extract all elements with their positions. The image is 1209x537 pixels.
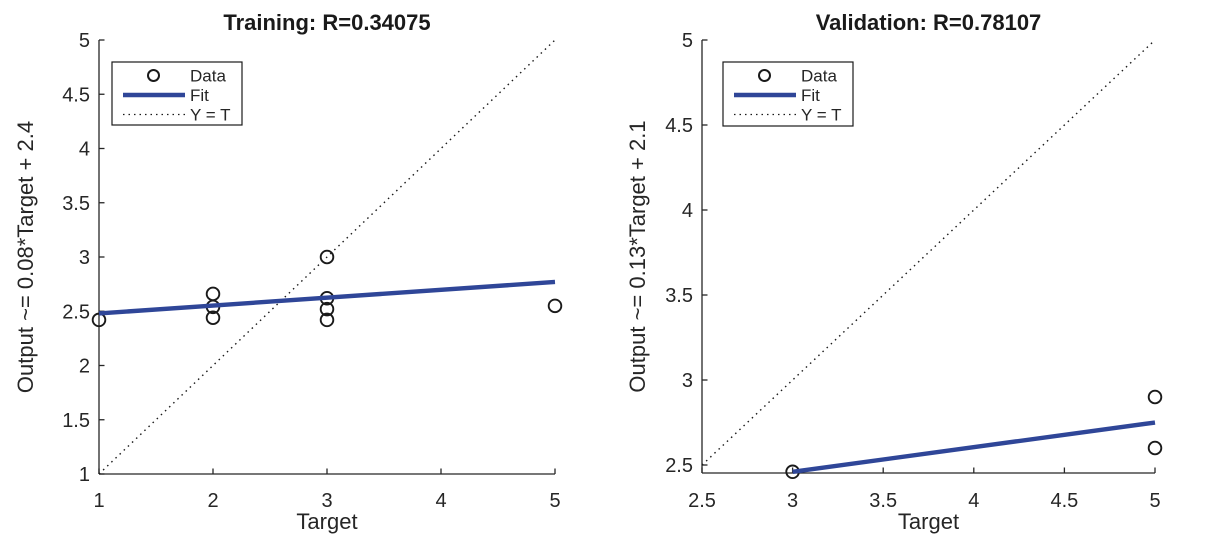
- x-tick-label: 5: [549, 490, 560, 512]
- x-tick-label: 2.5: [688, 490, 716, 512]
- x-tick-label: 3: [321, 490, 332, 512]
- x-tick-label: 3.5: [869, 490, 897, 512]
- data-point-marker: [1147, 440, 1163, 456]
- legend-label: Data: [190, 67, 226, 86]
- x-tick-label: 4: [968, 490, 979, 512]
- legend-data-marker-icon: [147, 69, 160, 82]
- x-axis-label: Target: [898, 509, 959, 534]
- legend-label: Data: [801, 67, 837, 86]
- data-point-marker: [319, 301, 335, 317]
- x-axis-label: Target: [296, 509, 357, 534]
- x-tick-label: 3: [787, 490, 798, 512]
- legend-label: Fit: [801, 86, 820, 105]
- plot-title: Validation: R=0.78107: [816, 10, 1042, 35]
- plot-title: Training: R=0.34075: [223, 10, 430, 35]
- data-point-marker: [91, 312, 107, 328]
- y-tick-label: 4.5: [665, 115, 693, 137]
- x-tick-label: 2: [207, 490, 218, 512]
- fit-line: [792, 420, 1156, 474]
- y-tick-label: 2.5: [62, 301, 90, 323]
- y-axis-label: Output ~= 0.13*Target + 2.1: [625, 120, 650, 392]
- legend-label: Y = T: [801, 106, 841, 125]
- y-tick-label: 1.5: [62, 410, 90, 432]
- data-point-marker: [205, 286, 221, 302]
- data-point-marker: [205, 310, 221, 326]
- identity-line: [98, 39, 556, 475]
- y-tick-label: 4: [79, 139, 90, 161]
- y-tick-label: 2.5: [665, 455, 693, 477]
- y-tick-label: 3.5: [62, 193, 90, 215]
- y-tick-label: 4: [682, 200, 693, 222]
- data-point-marker: [1147, 389, 1163, 405]
- data-point-marker: [319, 249, 335, 265]
- legend-label: Fit: [190, 86, 209, 105]
- y-tick-label: 3: [79, 247, 90, 269]
- data-point-marker: [547, 298, 563, 314]
- x-tick-label: 4: [435, 490, 446, 512]
- x-tick-label: 4.5: [1050, 490, 1078, 512]
- y-tick-label: 3.5: [665, 285, 693, 307]
- fit-line: [98, 279, 556, 316]
- y-tick-label: 5: [682, 30, 693, 52]
- legend-label: Y = T: [190, 106, 230, 125]
- y-tick-label: 4.5: [62, 84, 90, 106]
- legend-data-marker-icon: [758, 69, 771, 82]
- y-tick-label: 3: [682, 370, 693, 392]
- x-tick-label: 5: [1149, 490, 1160, 512]
- y-tick-label: 2: [79, 356, 90, 378]
- x-tick-label: 1: [93, 490, 104, 512]
- identity-line: [701, 39, 1156, 466]
- y-axis-label: Output ~= 0.08*Target + 2.4: [13, 121, 38, 393]
- y-tick-label: 1: [79, 464, 90, 486]
- y-tick-label: 5: [79, 30, 90, 52]
- data-point-marker: [319, 312, 335, 328]
